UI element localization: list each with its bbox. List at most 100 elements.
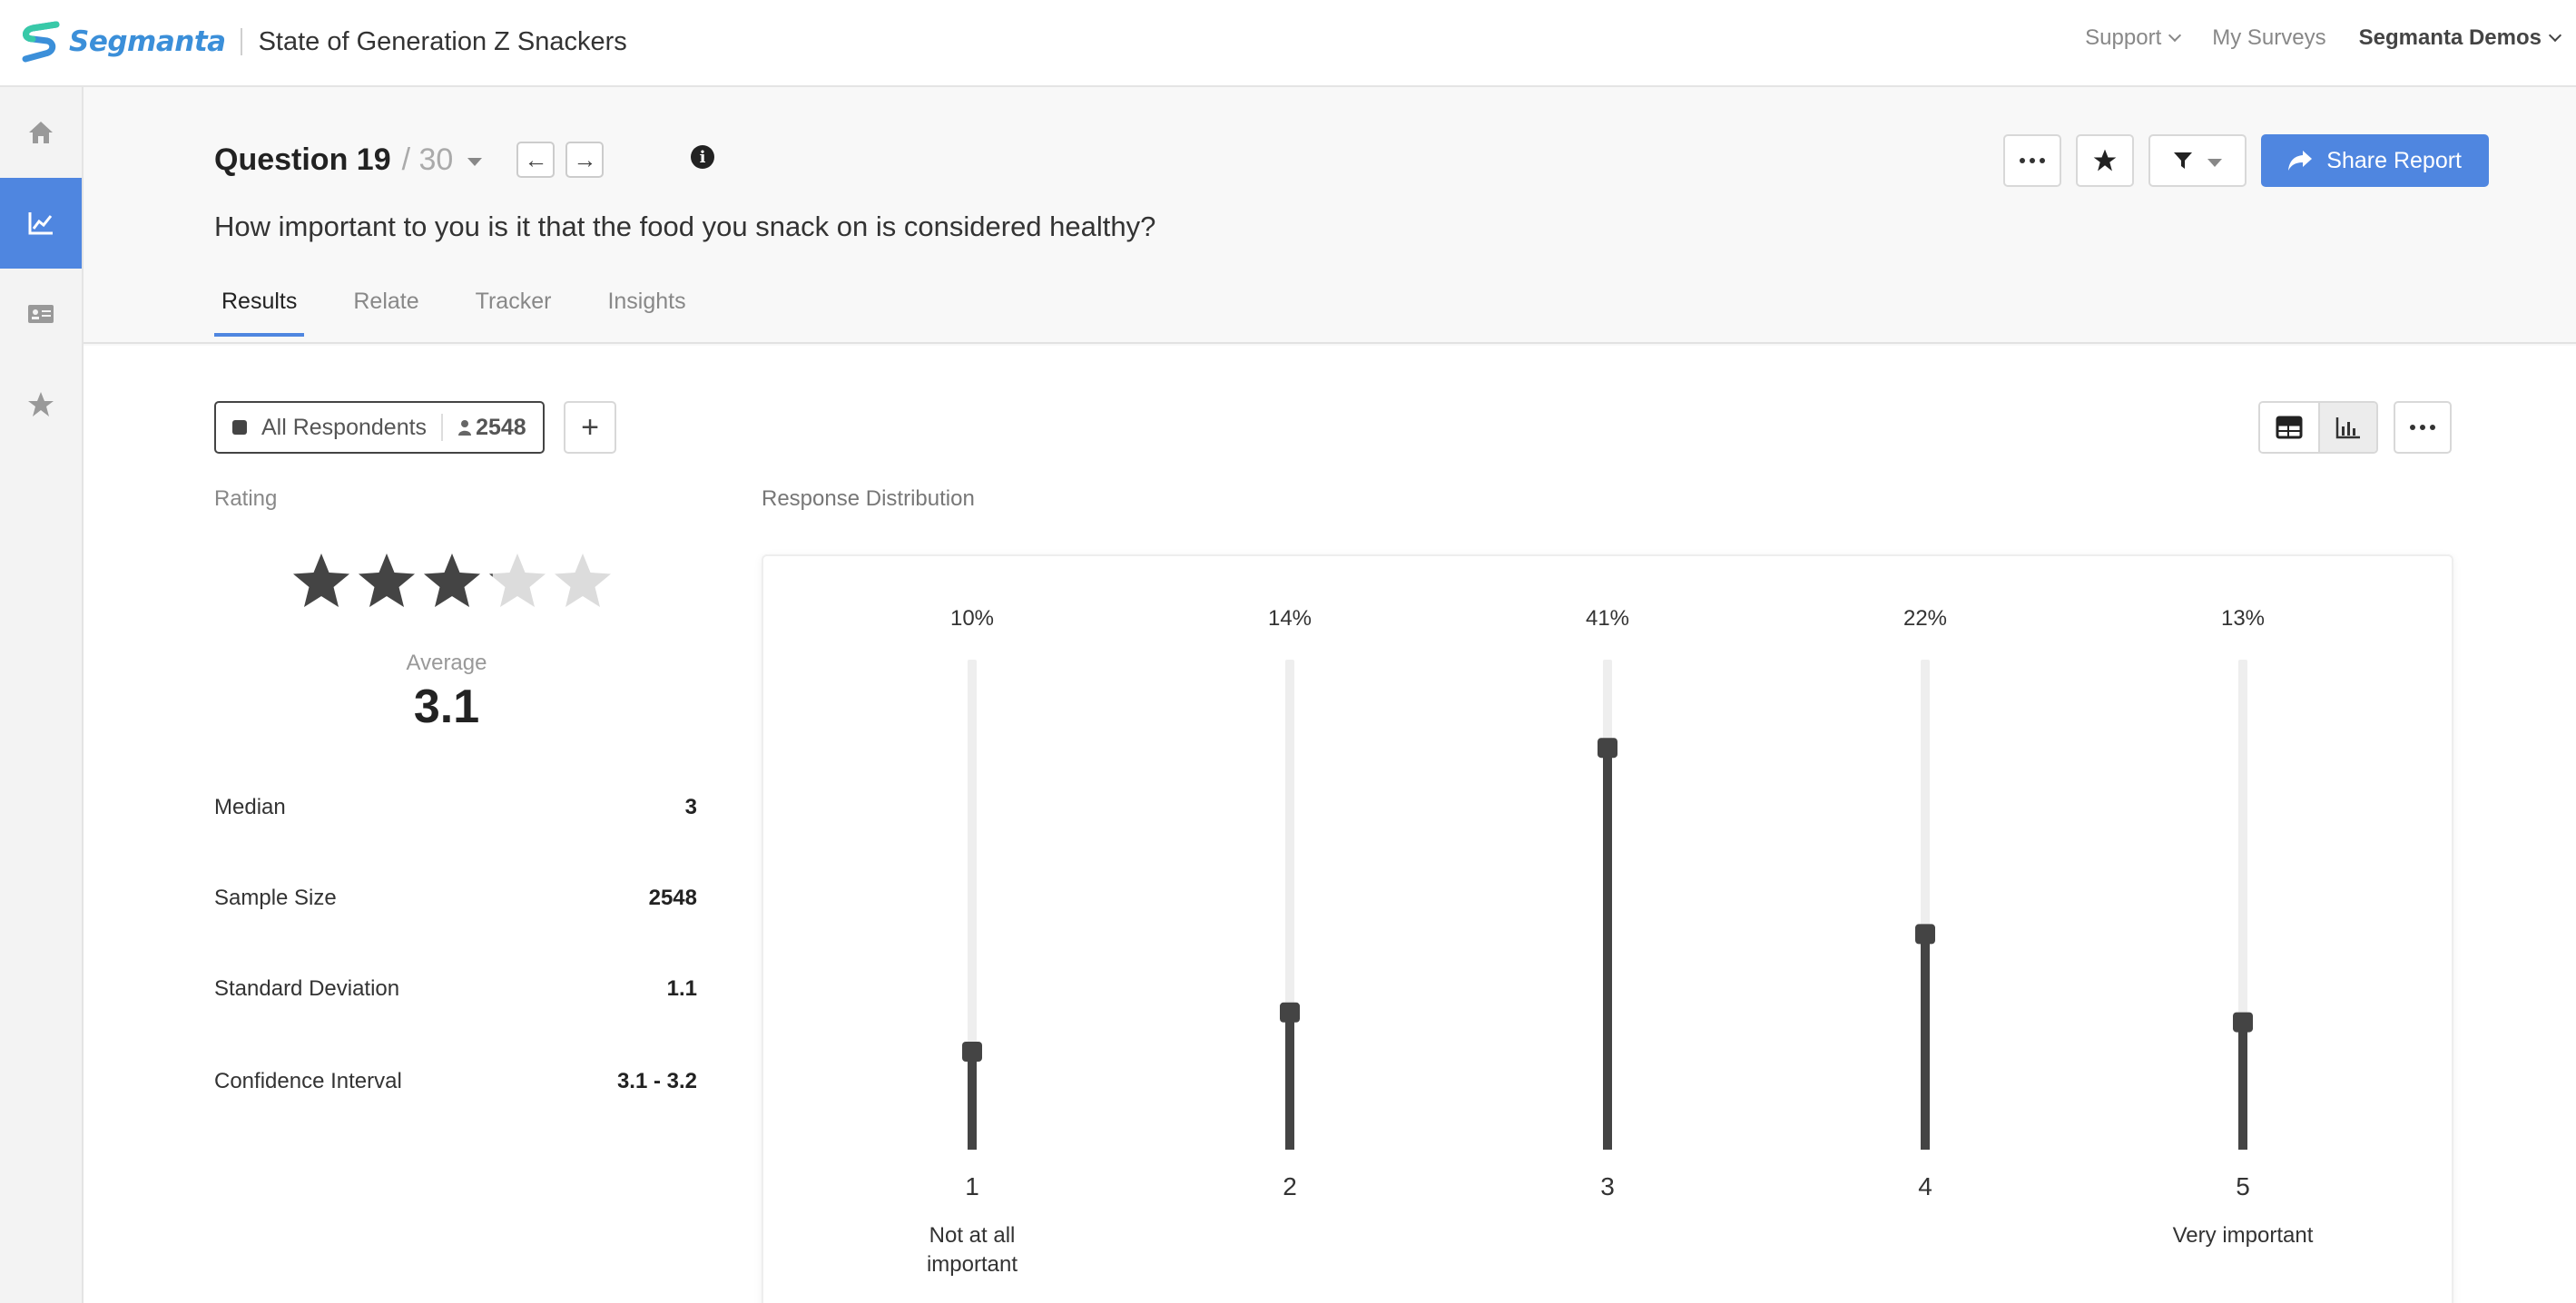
stat-median: Median 3 (214, 795, 697, 820)
home-icon (29, 122, 53, 143)
question-dropdown-icon[interactable] (467, 157, 483, 166)
tab-results[interactable]: Results (214, 289, 305, 337)
arrow-left-icon: ← (524, 145, 548, 173)
stat-value: 1.1 (666, 976, 697, 1001)
contact-card-icon (28, 305, 54, 323)
stat-label: Standard Deviation (214, 976, 400, 1001)
bar-handle (1280, 1002, 1300, 1023)
data-label: 22% (1903, 606, 1947, 631)
stat-standard-deviation: Standard Deviation 1.1 (214, 976, 697, 1002)
data-label: 13% (2221, 606, 2265, 631)
segmanta-logo-icon (22, 21, 60, 63)
tick-label: 4 (1918, 1172, 1932, 1200)
bar-chart-icon (2335, 417, 2360, 439)
segment-selector[interactable]: All Respondents 2548 (214, 401, 545, 454)
rating-star-icon (293, 554, 349, 607)
tab-tracker[interactable]: Tracker (475, 289, 552, 314)
table-view-button[interactable] (2260, 403, 2318, 452)
previous-question-button[interactable]: ← (516, 142, 556, 178)
share-report-label: Share Report (2326, 147, 2462, 173)
info-icon[interactable]: i (691, 145, 714, 169)
tick-label: 1 (965, 1172, 979, 1200)
chevron-down-icon (2168, 28, 2182, 43)
tabs: Results Relate Tracker Insights (214, 289, 735, 337)
bar (1921, 934, 1930, 1150)
question-total: / 30 (401, 142, 454, 177)
stat-value: 3 (684, 795, 697, 819)
bar-handle (1915, 924, 1935, 945)
support-label: Support (2085, 25, 2162, 50)
distribution-label: Response Distribution (762, 486, 975, 511)
my-surveys-link[interactable]: My Surveys (2212, 25, 2326, 50)
chevron-down-icon (2548, 28, 2562, 43)
stat-label: Sample Size (214, 886, 337, 910)
average-label: Average (406, 651, 487, 675)
category-description: Not at all (929, 1223, 1016, 1248)
view-toggle (2258, 401, 2378, 454)
tick-label: 3 (1600, 1172, 1615, 1200)
rating-star-icon (424, 554, 480, 607)
tab-relate[interactable]: Relate (353, 289, 419, 314)
bar (1285, 1012, 1294, 1150)
chart-options-button[interactable] (2394, 401, 2452, 454)
sidebar-item-home[interactable] (0, 87, 82, 178)
next-question-button[interactable]: → (565, 142, 605, 178)
bar-handle (1598, 738, 1617, 759)
more-icon (2410, 425, 2435, 430)
results-panel: All Respondents 2548 + Rating Average 3.… (84, 346, 2576, 1303)
filter-button[interactable] (2148, 134, 2247, 187)
sidebar (0, 87, 84, 1303)
plus-icon: + (581, 409, 599, 445)
account-menu[interactable]: Segmanta Demos (2358, 25, 2562, 51)
share-report-button[interactable]: Share Report (2261, 134, 2489, 187)
stat-label: Median (214, 795, 286, 819)
bar (1603, 748, 1612, 1150)
more-icon (2020, 158, 2046, 163)
header-actions: Share Report (1989, 134, 2489, 187)
logo[interactable]: Segmanta State of Generation Z Snackers (18, 18, 627, 65)
top-nav: Support My Surveys Segmanta Demos (2052, 25, 2562, 51)
category-description: Very important (2173, 1223, 2314, 1248)
tick-label: 2 (1283, 1172, 1297, 1200)
average-value: 3.1 (413, 681, 480, 733)
star-icon (28, 392, 54, 416)
rating-star-icon (359, 554, 415, 607)
star-icon (2093, 149, 2117, 171)
stat-label: Confidence Interval (214, 1069, 402, 1093)
divider (240, 28, 242, 55)
tab-insights[interactable]: Insights (607, 289, 686, 314)
stat-value: 2548 (648, 886, 697, 910)
more-options-button[interactable] (2003, 134, 2062, 187)
arrow-right-icon: → (573, 145, 597, 173)
stat-confidence-interval: Confidence Interval 3.1 - 3.2 (214, 1069, 697, 1094)
rating-star-icon (489, 554, 546, 607)
top-bar: Segmanta State of Generation Z Snackers … (0, 0, 2576, 87)
question-line: Question 19 / 30 ← → (214, 142, 605, 178)
question-text: How important to you is it that the food… (214, 211, 1156, 242)
add-segment-button[interactable]: + (564, 401, 616, 454)
data-label: 14% (1268, 606, 1312, 631)
bar (968, 1052, 977, 1150)
distribution-chart-card: 10% 1 Not at all important 14% 2 41% 3 22% 4 13% 5 V… (762, 554, 2453, 1303)
question-title: Question 19 (214, 142, 391, 177)
data-label: 41% (1586, 606, 1629, 631)
rating-label: Rating (214, 486, 278, 511)
divider (441, 414, 444, 441)
stat-value: 3.1 - 3.2 (616, 1069, 697, 1093)
sidebar-item-favorites[interactable] (0, 359, 82, 450)
data-label: 10% (950, 606, 994, 631)
chart-view-button[interactable] (2318, 403, 2376, 452)
favorite-button[interactable] (2076, 134, 2135, 187)
table-icon (2276, 416, 2303, 439)
sidebar-item-contacts[interactable] (0, 269, 82, 359)
account-label: Segmanta Demos (2358, 25, 2542, 50)
bar-handle (962, 1042, 982, 1062)
share-icon (2288, 151, 2313, 171)
analytics-icon (28, 212, 53, 235)
support-menu[interactable]: Support (2085, 25, 2182, 51)
sidebar-item-analytics[interactable] (0, 178, 82, 269)
stat-sample-size: Sample Size 2548 (214, 886, 697, 911)
segment-label: All Respondents (261, 414, 428, 440)
person-icon (458, 420, 472, 436)
segment-color-swatch (232, 420, 247, 435)
